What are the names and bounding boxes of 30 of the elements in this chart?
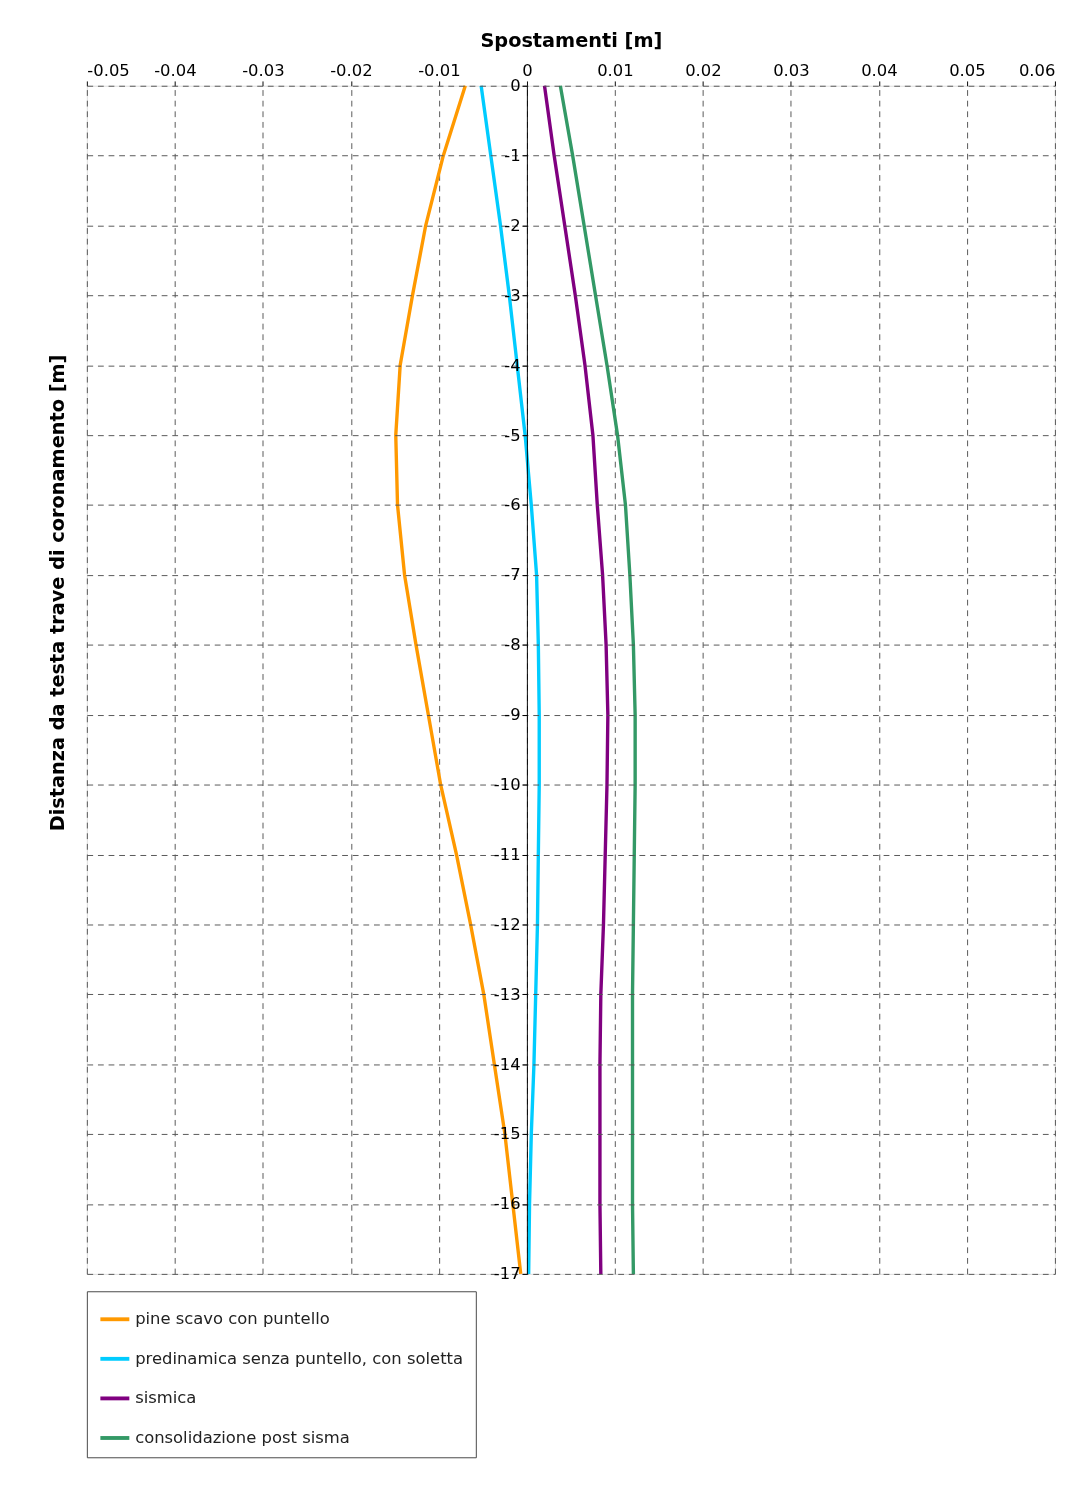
y-tick-label: -2: [504, 215, 521, 235]
y-tick-label: -10: [493, 774, 521, 794]
x-tick-label: -0.01: [418, 60, 461, 80]
y-tick-label: -13: [493, 984, 521, 1004]
x-tick-label: -0.05: [87, 60, 130, 80]
y-tick-label: 0: [510, 76, 521, 96]
y-tick-label: -5: [504, 425, 521, 445]
x-tick-label: 0.04: [861, 60, 898, 80]
y-tick-label: -7: [504, 565, 521, 585]
y-tick-label: -8: [504, 635, 521, 655]
x-tick-label: 0.03: [773, 60, 810, 80]
y-tick-label: -12: [493, 914, 521, 934]
x-axis-title: Spostamenti [m]: [480, 28, 663, 52]
legend-label: consolidazione post sisma: [135, 1427, 350, 1447]
legend-label: sismica: [135, 1388, 197, 1408]
y-axis-title: Distanza da testa trave di coronamento [m]: [45, 354, 69, 832]
x-tick-label: 0.01: [597, 60, 634, 80]
x-tick-label: 0.06: [1018, 60, 1056, 80]
x-tick-label: -0.02: [330, 60, 373, 80]
y-tick-label: -6: [504, 495, 521, 515]
x-tick-label: 0.02: [685, 60, 722, 80]
x-tick-label: 0.05: [949, 60, 986, 80]
y-tick-label: -9: [504, 705, 521, 725]
y-tick-label: -1: [504, 145, 521, 165]
legend-label: predinamica senza puntello, con soletta: [135, 1348, 464, 1368]
x-tick-label: -0.03: [242, 60, 285, 80]
x-tick-label: -0.04: [154, 60, 197, 80]
y-tick-label: -11: [493, 844, 521, 864]
y-tick-label: -17: [493, 1264, 521, 1284]
legend-label: pine scavo con puntello: [135, 1309, 330, 1329]
